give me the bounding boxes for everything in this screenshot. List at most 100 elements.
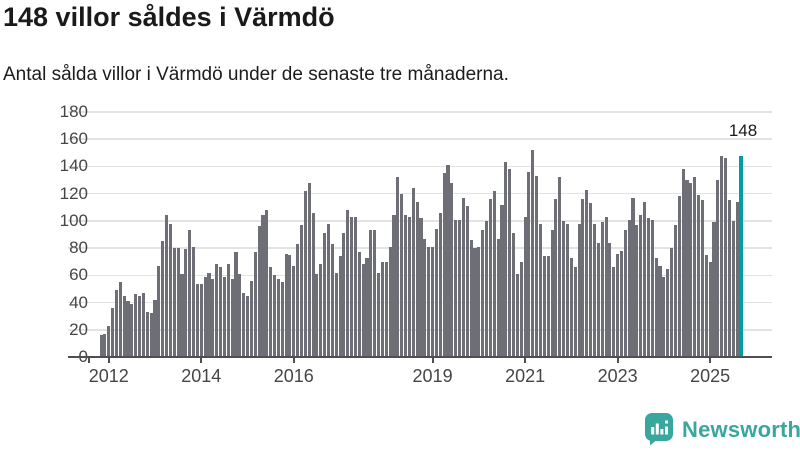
y-axis-label: 80	[69, 238, 88, 258]
bar	[612, 267, 616, 357]
bar	[492, 190, 496, 357]
bar	[373, 230, 377, 357]
bar	[666, 268, 670, 357]
bar	[315, 273, 319, 357]
bar	[215, 264, 219, 357]
bar	[380, 261, 384, 357]
bar	[369, 230, 373, 357]
bar	[608, 242, 612, 357]
bar	[458, 219, 462, 357]
bar	[720, 155, 724, 357]
y-gridline	[68, 192, 772, 195]
bar	[384, 261, 388, 357]
bar	[623, 230, 627, 357]
bar	[99, 335, 103, 357]
bar	[350, 216, 354, 357]
bar	[249, 280, 253, 357]
bar	[519, 261, 523, 357]
bar	[272, 275, 277, 357]
bar	[450, 182, 454, 357]
bar	[253, 252, 257, 357]
bar	[411, 188, 415, 357]
y-axis-label: 40	[69, 292, 88, 312]
y-axis-label: 120	[59, 183, 88, 203]
bar	[596, 242, 600, 357]
bar	[731, 220, 735, 357]
bar-highlighted	[739, 155, 743, 357]
bar	[550, 230, 554, 357]
bar	[562, 220, 566, 357]
bar	[303, 190, 307, 357]
bar	[400, 193, 404, 357]
bar	[126, 301, 130, 357]
highlight-value-label: 148	[728, 121, 758, 140]
bar	[377, 272, 381, 357]
bar	[199, 283, 203, 357]
bar	[546, 256, 550, 357]
bar	[581, 199, 585, 357]
bar	[558, 177, 562, 357]
bar	[554, 199, 558, 357]
bar	[138, 295, 142, 357]
y-axis-label: 20	[69, 319, 88, 339]
bar	[392, 215, 396, 357]
bar	[442, 173, 446, 357]
bar	[261, 215, 265, 357]
bar	[712, 222, 716, 357]
bar	[145, 312, 149, 357]
bar	[461, 197, 465, 357]
bar	[697, 195, 701, 357]
bar	[192, 246, 196, 357]
bar	[346, 210, 350, 357]
bar	[465, 205, 469, 357]
bar	[226, 264, 230, 357]
x-tick	[107, 358, 110, 363]
bar	[299, 224, 304, 357]
bar	[423, 238, 427, 357]
bar	[161, 241, 165, 357]
bar	[673, 224, 677, 357]
bar	[704, 254, 708, 357]
bar	[577, 223, 581, 357]
bar	[585, 189, 589, 357]
bar	[535, 175, 539, 357]
bar	[130, 303, 134, 357]
x-tick-label: 2021	[505, 366, 546, 386]
bar	[573, 267, 577, 357]
bar	[604, 216, 608, 357]
x-tick	[709, 358, 712, 363]
bar	[153, 299, 157, 357]
bar	[219, 267, 223, 357]
x-tick	[616, 358, 619, 363]
bar	[269, 267, 273, 357]
x-axis-line	[68, 355, 772, 358]
bar	[511, 233, 516, 357]
bar	[619, 250, 624, 357]
bar	[727, 200, 731, 357]
bar	[280, 282, 284, 357]
y-axis-label: 140	[59, 156, 88, 176]
bar	[307, 182, 311, 357]
newsworthy-logo: Newsworthy	[645, 413, 800, 446]
bar	[238, 273, 242, 357]
x-tick	[524, 358, 527, 363]
bar	[207, 272, 211, 357]
bar	[454, 219, 458, 357]
bar	[319, 264, 323, 357]
bar	[404, 215, 408, 357]
bar	[600, 222, 604, 357]
bar	[569, 257, 573, 357]
bar	[635, 224, 639, 357]
bar	[276, 279, 280, 357]
bar	[188, 230, 192, 357]
bar	[284, 253, 288, 357]
bar	[114, 290, 118, 357]
bar	[157, 265, 161, 357]
x-tick-label: 2014	[181, 366, 222, 386]
y-gridline	[68, 165, 772, 168]
x-tick-label: 2012	[88, 366, 129, 386]
bar	[134, 294, 138, 357]
bar	[643, 201, 647, 357]
bar	[365, 257, 369, 357]
bar	[523, 216, 527, 357]
